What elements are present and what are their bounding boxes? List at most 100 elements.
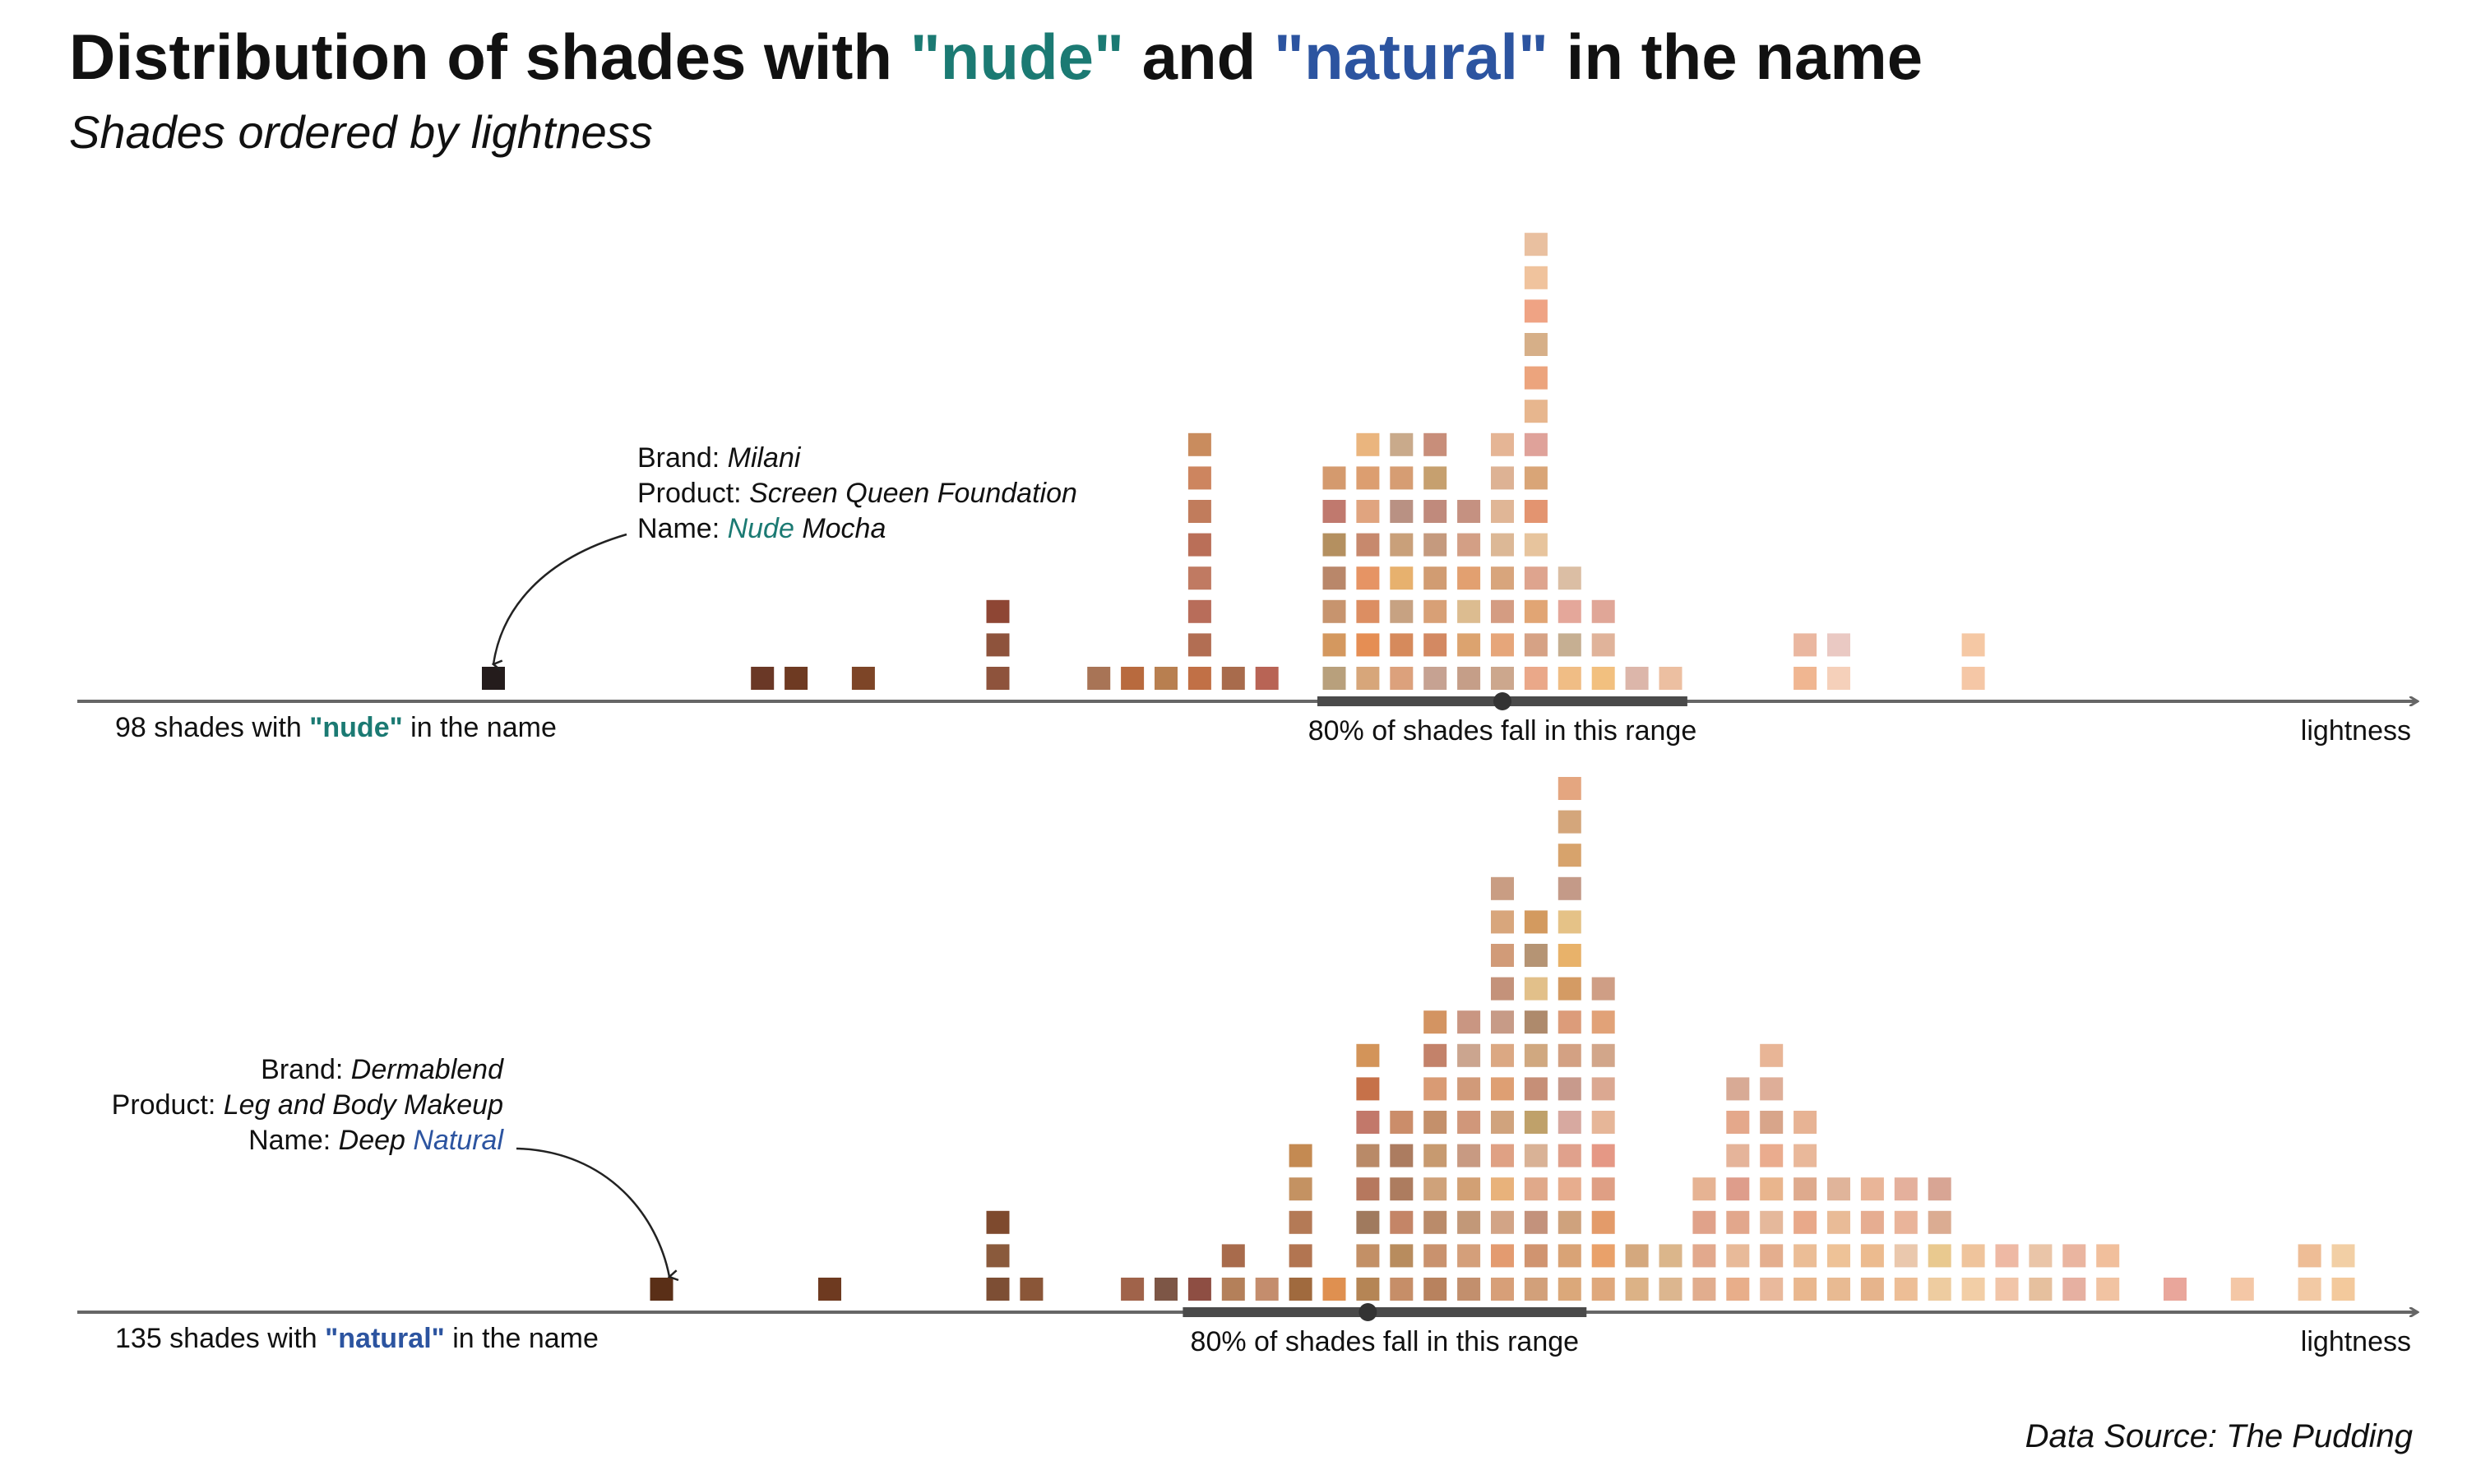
annotation-part: Name: [248, 1125, 339, 1156]
shade-square [1457, 1043, 1481, 1067]
chart-title: Distribution of shades with "nude" and "… [69, 21, 1923, 93]
shade-square [1557, 1144, 1581, 1167]
shade-square [1794, 1111, 1817, 1134]
shade-square [1760, 1278, 1784, 1301]
shade-square [1187, 667, 1211, 690]
shade-square [818, 1278, 841, 1301]
shade-square [986, 667, 1010, 690]
shade-square [751, 667, 775, 690]
annotation-brand: Brand: Dermablend [261, 1054, 504, 1085]
annotation-part: Milani [728, 442, 802, 474]
shade-square [1557, 944, 1581, 967]
title-suffix: in the name [1548, 21, 1923, 93]
series-label-prefix: 98 shades with [115, 712, 309, 743]
shade-square [1524, 1177, 1548, 1201]
shade-square [1591, 1210, 1615, 1234]
shade-square [1491, 977, 1514, 1001]
shade-square [1390, 466, 1414, 490]
series-label: 135 shades with "natural" in the name [115, 1323, 599, 1354]
shade-square [1726, 1177, 1750, 1201]
shade-square [1524, 533, 1548, 557]
shade-square [1423, 566, 1447, 590]
shade-square [785, 667, 808, 690]
shade-square [1491, 876, 1514, 900]
shade-square [1457, 1077, 1481, 1101]
shade-square [1726, 1077, 1750, 1101]
shade-square [1524, 1278, 1548, 1301]
shade-square [1255, 1278, 1279, 1301]
shade-square [1794, 633, 1817, 657]
shade-square [1322, 533, 1346, 557]
shade-square [1423, 1144, 1447, 1167]
annotation-part: Leg and Body Makeup [224, 1089, 503, 1121]
shade-square [1457, 566, 1481, 590]
shade-square [2331, 1278, 2355, 1301]
shade-square [1524, 366, 1548, 390]
shade-square [1591, 1177, 1615, 1201]
shade-square [1457, 599, 1481, 623]
shade-square [1423, 500, 1447, 523]
shade-square [1390, 1244, 1414, 1268]
shade-square [1524, 1077, 1548, 1101]
shade-square [1322, 633, 1346, 657]
shade-square [1557, 1111, 1581, 1134]
shade-square [1726, 1244, 1750, 1268]
annotation-part: Brand: [261, 1054, 351, 1085]
shade-square [2029, 1278, 2053, 1301]
shade-square [1390, 566, 1414, 590]
shade-square [1255, 667, 1279, 690]
shade-square [1187, 432, 1211, 456]
shade-square [1524, 1244, 1548, 1268]
shade-square [482, 667, 505, 690]
shade-square [1289, 1244, 1312, 1268]
shade-square [1524, 1043, 1548, 1067]
annotation-part: Deep [339, 1125, 405, 1156]
shade-square [1961, 633, 1985, 657]
shade-square [2331, 1244, 2355, 1268]
shade-square [1557, 633, 1581, 657]
series-label-prefix: 135 shades with [115, 1323, 325, 1354]
shade-square [1390, 500, 1414, 523]
shade-square [1524, 1144, 1548, 1167]
shade-square [1827, 633, 1850, 657]
shade-square [1491, 944, 1514, 967]
shade-square [1860, 1278, 1884, 1301]
shade-square [1726, 1144, 1750, 1167]
shade-square [1155, 667, 1178, 690]
shade-square [1524, 466, 1548, 490]
shade-square [1625, 1278, 1649, 1301]
series-label-suffix: in the name [445, 1323, 599, 1354]
shade-square [1557, 844, 1581, 867]
shade-square [1356, 1144, 1380, 1167]
shade-square [1524, 599, 1548, 623]
shade-square [1760, 1177, 1784, 1201]
shade-square [1322, 500, 1346, 523]
shade-square [1557, 1278, 1581, 1301]
shade-square [1524, 233, 1548, 257]
shade-square [1491, 1077, 1514, 1101]
shade-square [1524, 1210, 1548, 1234]
shade-square [1390, 1210, 1414, 1234]
shade-square [1423, 1177, 1447, 1201]
shade-square [1961, 667, 1985, 690]
panel-nude: 80% of shades fall in this range 98 shade… [77, 233, 2418, 747]
shade-square [1827, 1210, 1850, 1234]
shade-square [1524, 432, 1548, 456]
shade-square [1491, 599, 1514, 623]
shade-square [1726, 1111, 1750, 1134]
shade-square [1457, 1278, 1481, 1301]
series-label-term: "natural" [325, 1323, 445, 1354]
shade-square [1423, 1210, 1447, 1234]
shade-square [1457, 1111, 1481, 1134]
shade-square [1524, 633, 1548, 657]
shade-square [1221, 1244, 1245, 1268]
shade-square [1591, 1111, 1615, 1134]
shade-square [1524, 667, 1548, 690]
shade-square [1322, 566, 1346, 590]
shade-square [1491, 466, 1514, 490]
shade-square [1557, 1043, 1581, 1067]
shade-square [1020, 1278, 1044, 1301]
x-axis-label: lightness [2301, 715, 2411, 747]
shade-square [1726, 1210, 1750, 1234]
shade-square [1390, 667, 1414, 690]
